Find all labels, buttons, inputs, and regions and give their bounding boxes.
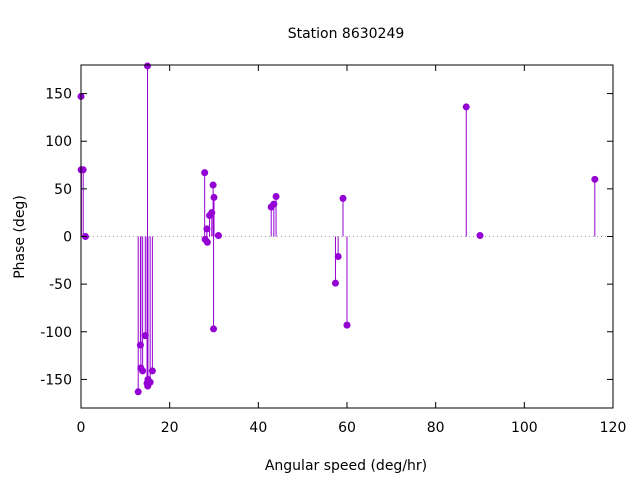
data-point [476,232,484,240]
data-point [591,175,599,183]
data-point [141,332,149,340]
data-point [136,341,144,349]
chart-title: Station 8630249 [288,26,405,42]
y-tick-label: -100 [40,325,72,341]
x-tick-label: 20 [161,420,179,436]
y-tick-label: -50 [49,277,72,293]
data-point [339,194,347,202]
data-point [144,62,151,70]
x-axis-ticks: 0 20 40 60 80 100 120 [77,65,627,436]
data-point [214,232,222,240]
data-point [139,367,147,375]
data-point [134,388,142,396]
data-stems [80,65,596,392]
data-point [210,325,218,333]
data-point [203,225,211,233]
y-tick-label: -150 [40,372,72,388]
x-tick-label: 40 [249,420,267,436]
y-tick-label: 150 [45,87,72,103]
y-axis-ticks: -150 -100 -50 0 50 100 150 [40,87,613,388]
data-point [334,253,342,261]
x-tick-label: 120 [600,420,627,436]
x-tick-label: 60 [338,420,356,436]
y-tick-label: 100 [45,134,72,150]
x-tick-label: 100 [511,420,538,436]
data-point [146,378,154,386]
data-point [201,169,209,177]
data-point [209,181,217,189]
y-tick-label: 50 [54,182,72,198]
data-point [148,367,156,375]
data-point [210,193,218,201]
x-axis-title: Angular speed (deg/hr) [265,458,427,474]
x-tick-label: 80 [427,420,445,436]
data-point [272,192,280,200]
x-tick-label: 0 [77,420,86,436]
y-tick-label: 0 [63,230,72,246]
data-point [270,200,278,208]
data-point [203,238,211,246]
data-point [462,103,470,111]
y-axis-title: Phase (deg) [12,195,28,279]
data-point [208,209,216,217]
data-point [331,279,339,287]
data-point [343,321,351,329]
data-points [77,62,599,396]
